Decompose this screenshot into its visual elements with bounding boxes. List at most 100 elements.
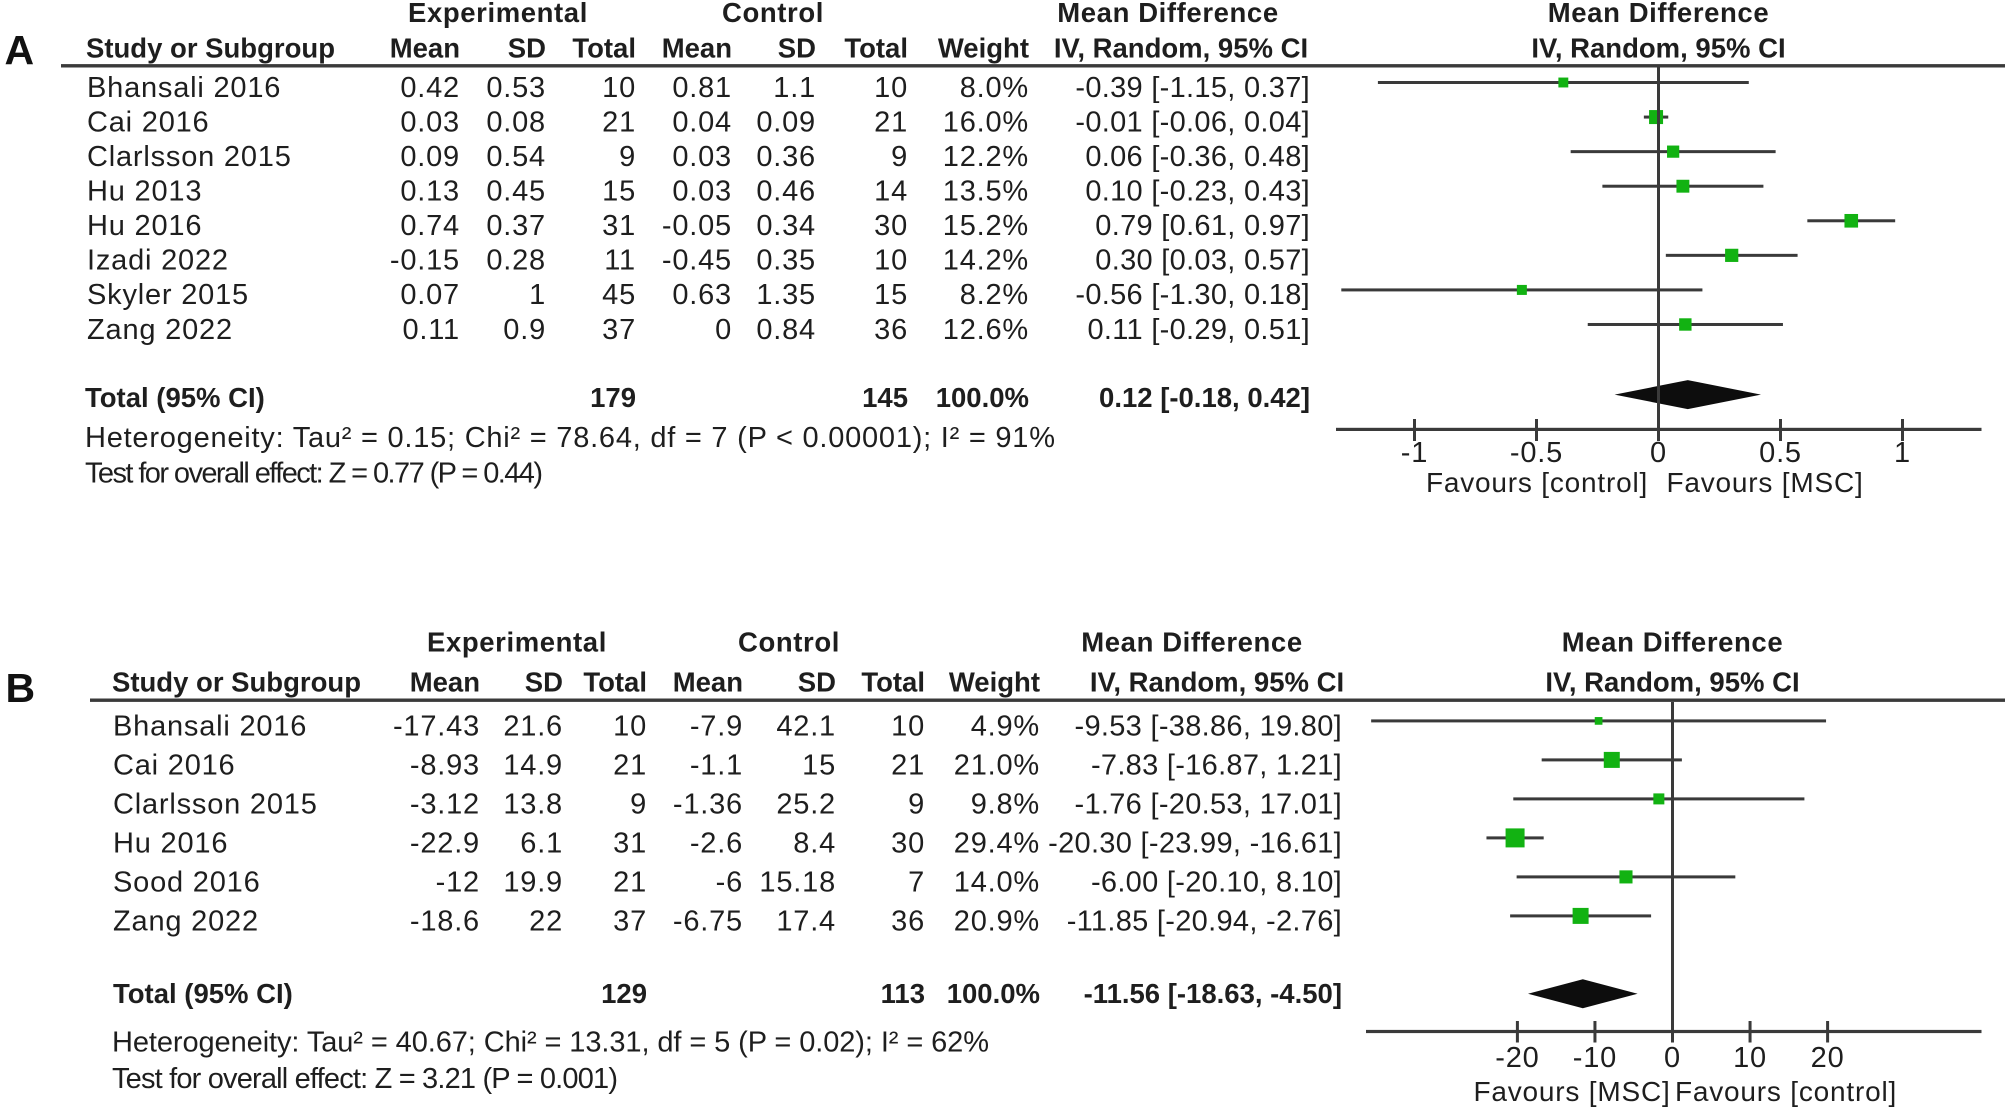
svg-text:Izadi 2022: Izadi 2022 [87, 245, 229, 277]
svg-text:20: 20 [1811, 1042, 1845, 1074]
svg-text:Control: Control [722, 0, 824, 28]
svg-text:-20: -20 [1495, 1042, 1539, 1074]
svg-text:Heterogeneity: Tau² = 40.67; C: Heterogeneity: Tau² = 40.67; Chi² = 13.3… [112, 1027, 989, 1059]
svg-text:Hu 2016: Hu 2016 [113, 827, 228, 859]
svg-text:SD: SD [508, 33, 546, 64]
svg-text:0.28: 0.28 [486, 245, 546, 277]
svg-text:10: 10 [874, 72, 908, 104]
svg-text:-0.45: -0.45 [662, 245, 732, 277]
svg-text:-6.75: -6.75 [673, 905, 743, 937]
svg-text:10: 10 [891, 710, 925, 742]
svg-text:13.8: 13.8 [503, 788, 563, 820]
svg-text:0.45: 0.45 [486, 176, 546, 208]
svg-text:-11.56 [-18.63, -4.50]: -11.56 [-18.63, -4.50] [1084, 978, 1342, 1009]
svg-text:IV, Random, 95% CI: IV, Random, 95% CI [1090, 667, 1344, 698]
svg-text:15: 15 [602, 176, 636, 208]
svg-text:-6: -6 [716, 866, 743, 898]
svg-text:0.46: 0.46 [756, 176, 816, 208]
svg-text:Clarlsson 2015: Clarlsson 2015 [113, 788, 318, 820]
svg-text:0.9: 0.9 [503, 314, 546, 346]
svg-text:-9.53 [-38.86, 19.80]: -9.53 [-38.86, 19.80] [1075, 710, 1342, 742]
svg-text:-10: -10 [1573, 1042, 1617, 1074]
svg-text:16.0%: 16.0% [943, 106, 1029, 138]
svg-text:0.79 [0.61, 0.97]: 0.79 [0.61, 0.97] [1095, 210, 1310, 242]
svg-text:36: 36 [874, 314, 908, 346]
svg-text:0.81: 0.81 [672, 72, 732, 104]
svg-text:9: 9 [891, 141, 908, 173]
svg-text:19.9: 19.9 [503, 866, 563, 898]
svg-text:42.1: 42.1 [776, 710, 836, 742]
svg-text:0.34: 0.34 [756, 210, 816, 242]
svg-text:Sood 2016: Sood 2016 [113, 866, 261, 898]
svg-text:-0.15: -0.15 [390, 245, 460, 277]
svg-text:145: 145 [862, 382, 908, 413]
svg-text:Mean Difference: Mean Difference [1081, 627, 1302, 658]
svg-text:IV, Random, 95% CI: IV, Random, 95% CI [1531, 33, 1785, 64]
svg-text:13.5%: 13.5% [943, 176, 1029, 208]
svg-text:Study or Subgroup: Study or Subgroup [86, 33, 335, 64]
svg-text:37: 37 [602, 314, 636, 346]
svg-text:14.0%: 14.0% [954, 866, 1040, 898]
svg-text:20.9%: 20.9% [954, 905, 1040, 937]
svg-text:0.5: 0.5 [1759, 437, 1802, 469]
svg-text:-1: -1 [1401, 437, 1428, 469]
svg-text:0.74: 0.74 [400, 210, 460, 242]
svg-text:B: B [6, 665, 36, 711]
svg-text:10: 10 [1733, 1042, 1767, 1074]
svg-text:Hu 2016: Hu 2016 [87, 210, 202, 242]
svg-text:Mean Difference: Mean Difference [1057, 0, 1278, 28]
svg-text:Study or Subgroup: Study or Subgroup [112, 667, 361, 698]
svg-text:-0.5: -0.5 [1510, 437, 1563, 469]
svg-text:14.2%: 14.2% [943, 245, 1029, 277]
svg-text:Total: Total [572, 33, 636, 64]
svg-text:Hu 2013: Hu 2013 [87, 176, 202, 208]
svg-text:-0.05: -0.05 [662, 210, 732, 242]
svg-text:12.6%: 12.6% [943, 314, 1029, 346]
svg-text:0.53: 0.53 [486, 72, 546, 104]
svg-text:1.35: 1.35 [756, 279, 816, 311]
svg-text:0.03: 0.03 [672, 141, 732, 173]
svg-text:0.09: 0.09 [400, 141, 460, 173]
svg-text:0.84: 0.84 [756, 314, 816, 346]
svg-text:-7.83 [-16.87, 1.21]: -7.83 [-16.87, 1.21] [1091, 749, 1342, 781]
svg-text:-8.93: -8.93 [410, 749, 480, 781]
svg-text:Favours [MSC]: Favours [MSC] [1666, 467, 1863, 498]
svg-text:179: 179 [590, 382, 636, 413]
svg-text:-20.30 [-23.99, -16.61]: -20.30 [-23.99, -16.61] [1048, 827, 1342, 859]
svg-text:12.2%: 12.2% [943, 141, 1029, 173]
svg-text:21.0%: 21.0% [954, 749, 1040, 781]
svg-text:-17.43: -17.43 [393, 710, 480, 742]
svg-text:0.03: 0.03 [672, 176, 732, 208]
svg-text:15: 15 [874, 279, 908, 311]
svg-text:8.2%: 8.2% [960, 279, 1029, 311]
svg-text:21: 21 [613, 749, 647, 781]
svg-text:-0.39 [-1.15, 0.37]: -0.39 [-1.15, 0.37] [1075, 72, 1310, 104]
svg-text:Favours [control]: Favours [control] [1675, 1076, 1897, 1107]
svg-text:SD: SD [525, 667, 563, 698]
svg-text:17.4: 17.4 [776, 905, 836, 937]
svg-text:-1.76 [-20.53, 17.01]: -1.76 [-20.53, 17.01] [1075, 788, 1342, 820]
svg-text:Skyler 2015: Skyler 2015 [87, 279, 249, 311]
svg-text:Test for overall effect: Z = 0: Test for overall effect: Z = 0.77 (P = 0… [85, 458, 543, 490]
svg-text:-0.56 [-1.30, 0.18]: -0.56 [-1.30, 0.18] [1075, 279, 1310, 311]
svg-text:Weight: Weight [949, 667, 1040, 698]
svg-text:1: 1 [1894, 437, 1911, 469]
svg-text:0.13: 0.13 [400, 176, 460, 208]
svg-text:Heterogeneity: Tau² = 0.15; Ch: Heterogeneity: Tau² = 0.15; Chi² = 78.64… [85, 422, 1055, 454]
svg-text:0.35: 0.35 [756, 245, 816, 277]
svg-text:100.0%: 100.0% [936, 382, 1029, 413]
svg-text:-2.6: -2.6 [690, 827, 743, 859]
svg-text:22: 22 [529, 905, 563, 937]
svg-text:9.8%: 9.8% [971, 788, 1040, 820]
svg-text:Cai 2016: Cai 2016 [87, 106, 210, 138]
svg-text:36: 36 [891, 905, 925, 937]
svg-text:-6.00 [-20.10, 8.10]: -6.00 [-20.10, 8.10] [1091, 866, 1342, 898]
svg-text:0.37: 0.37 [486, 210, 546, 242]
svg-text:Total: Total [583, 667, 647, 698]
svg-text:Mean: Mean [673, 667, 743, 698]
svg-text:0.11 [-0.29, 0.51]: 0.11 [-0.29, 0.51] [1087, 314, 1310, 346]
svg-text:0: 0 [1650, 437, 1667, 469]
svg-text:Weight: Weight [938, 33, 1029, 64]
svg-text:0.07: 0.07 [400, 279, 460, 311]
svg-text:Mean: Mean [662, 33, 732, 64]
